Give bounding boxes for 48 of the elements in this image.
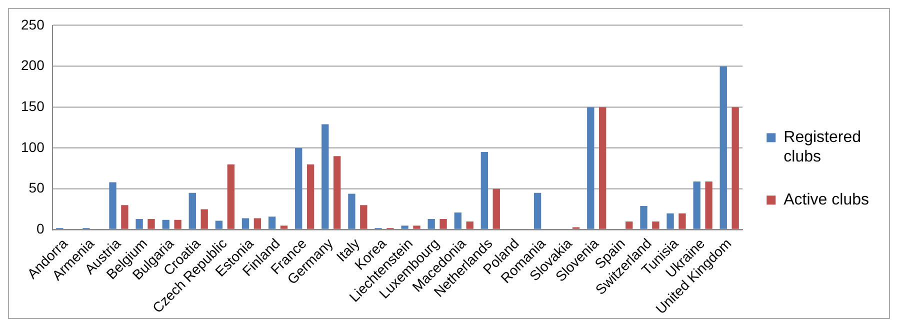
bar (413, 226, 420, 229)
bar (587, 107, 594, 229)
bar (174, 220, 182, 229)
bar (626, 222, 633, 229)
bar (401, 226, 408, 229)
bar (720, 66, 727, 229)
y-tick-label: 50 (28, 180, 45, 196)
bar (242, 218, 250, 229)
bar (268, 216, 276, 229)
bar (295, 148, 302, 229)
bar (640, 206, 648, 229)
bar (227, 164, 234, 229)
bar (480, 152, 488, 229)
bar (666, 213, 674, 229)
bar (136, 219, 143, 229)
bar (148, 219, 155, 229)
bar (693, 181, 700, 229)
bar (732, 107, 739, 229)
y-tick-label: 150 (21, 98, 45, 114)
bar (215, 220, 223, 229)
bar (678, 213, 686, 229)
bar (109, 182, 116, 229)
bar (162, 220, 170, 229)
bar (254, 218, 262, 229)
bar (705, 181, 712, 229)
bar (360, 205, 368, 229)
bar (466, 222, 474, 229)
y-tick-label: 250 (21, 16, 45, 32)
bar (428, 219, 435, 229)
bar (121, 205, 128, 229)
bar (599, 107, 606, 229)
legend-label: Registered clubs (784, 129, 862, 166)
bar (280, 226, 288, 229)
bar (306, 164, 314, 229)
bar (454, 212, 462, 229)
bar (348, 194, 356, 229)
y-tick-label: 0 (36, 220, 45, 237)
bar (188, 192, 196, 229)
y-tick-label: 200 (21, 57, 45, 74)
legend-label: Active clubs (784, 192, 870, 209)
bar (322, 124, 329, 229)
bar (440, 219, 447, 229)
bar (492, 188, 500, 229)
y-tick-label: 100 (21, 138, 45, 155)
bar (652, 222, 660, 229)
bar (534, 192, 542, 229)
bar (200, 209, 208, 229)
bar (334, 156, 341, 229)
